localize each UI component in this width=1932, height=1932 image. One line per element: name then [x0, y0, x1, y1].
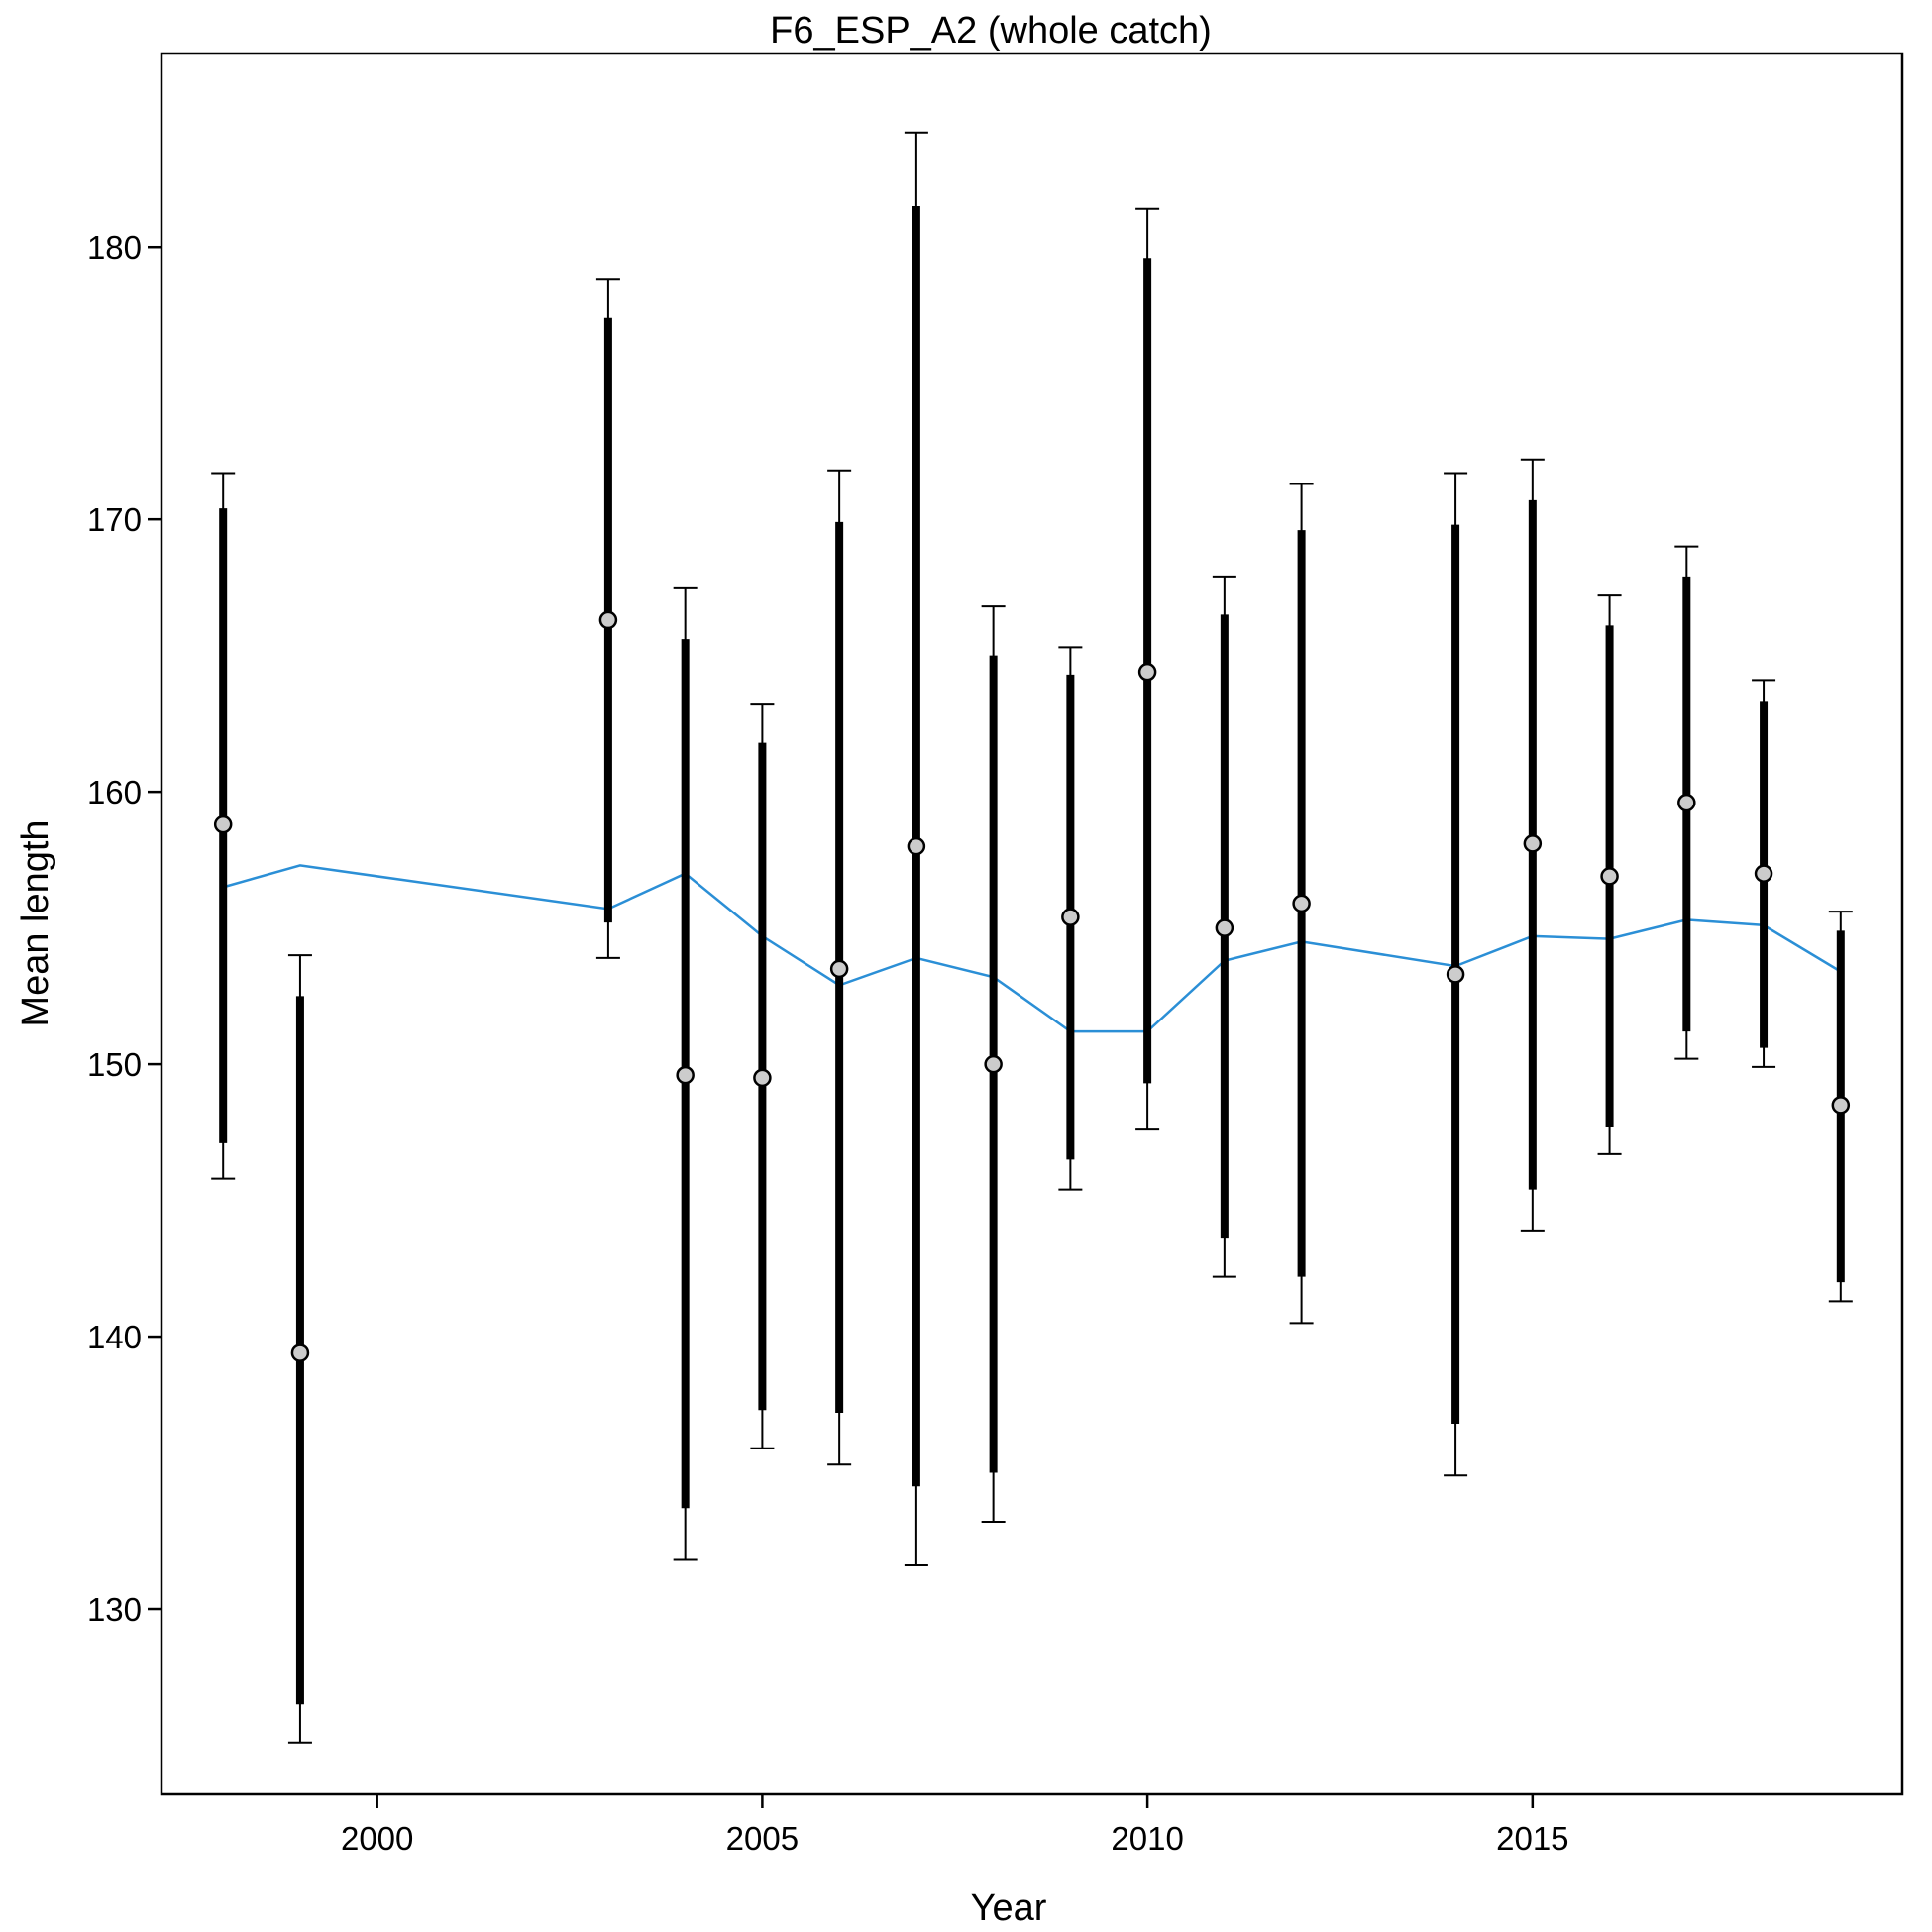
x-axis: 2000 2005 2010 2015	[341, 1794, 1569, 1857]
y-tick-label: 170	[87, 501, 142, 538]
y-tick-label: 160	[87, 774, 142, 810]
observed-point	[676, 1065, 695, 1085]
observed-points	[213, 610, 1851, 1362]
expected-mean-length-line	[222, 864, 1842, 1033]
observed-point	[1754, 864, 1773, 883]
y-axis-label: Mean length	[15, 819, 56, 1026]
x-tick-label: 2005	[726, 1820, 799, 1857]
x-axis-label: Year	[971, 1887, 1047, 1929]
plot-frame	[160, 52, 1904, 1796]
observed-point	[1137, 662, 1157, 682]
x-tick-label: 2010	[1111, 1820, 1183, 1857]
error-bars	[211, 131, 1853, 1744]
observed-point	[984, 1054, 1003, 1074]
x-tick-label: 2015	[1496, 1820, 1568, 1857]
observed-point	[1215, 918, 1234, 937]
observed-point	[598, 610, 618, 630]
observed-point	[1677, 793, 1696, 812]
observed-point	[1600, 867, 1619, 886]
observed-point	[907, 836, 926, 856]
observed-point	[1061, 908, 1080, 926]
y-tick-label: 150	[87, 1046, 142, 1083]
y-tick-label: 130	[87, 1591, 142, 1628]
y-axis: 130 140 150 160 170 180	[87, 229, 161, 1628]
observed-point	[1292, 894, 1311, 913]
y-tick-label: 180	[87, 229, 142, 266]
observed-point	[213, 814, 233, 834]
x-tick-label: 2000	[341, 1820, 413, 1857]
observed-point	[290, 1343, 310, 1362]
observed-point	[1831, 1096, 1851, 1115]
y-tick-label: 140	[87, 1319, 142, 1355]
observed-point	[1523, 834, 1543, 853]
chart-title: F6_ESP_A2 (whole catch)	[770, 10, 1212, 52]
observed-point	[1446, 965, 1465, 984]
observed-point	[829, 959, 849, 979]
observed-point	[753, 1068, 772, 1088]
